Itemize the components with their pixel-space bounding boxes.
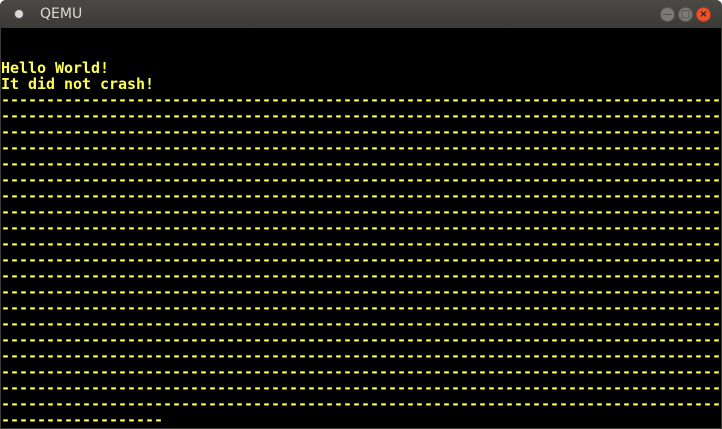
screen-line: Hello World! bbox=[1, 59, 110, 77]
screen-line: ----------------------------------------… bbox=[1, 331, 722, 349]
screen-line bbox=[1, 28, 721, 44]
vga-text-screen[interactable]: Hello World! It did not crash! -----------… bbox=[1, 28, 721, 428]
screen-line: ----------------------------------------… bbox=[1, 315, 722, 333]
close-icon: × bbox=[699, 8, 708, 20]
screen-line: ------------------ bbox=[1, 411, 164, 429]
screen-line: ----------------------------------------… bbox=[1, 203, 722, 221]
screen-line: It did not crash! bbox=[1, 75, 155, 93]
screen-line bbox=[1, 44, 721, 60]
app-menu-icon[interactable] bbox=[15, 10, 23, 18]
screen-line: ----------------------------------------… bbox=[1, 235, 722, 253]
screen-line: ----------------------------------------… bbox=[1, 91, 722, 109]
title-bar[interactable]: QEMU — □ × bbox=[0, 0, 722, 28]
screen-line: ----------------------------------------… bbox=[1, 251, 722, 269]
minimize-icon: — bbox=[662, 8, 673, 20]
window-title: QEMU bbox=[40, 6, 83, 22]
maximize-icon: □ bbox=[680, 8, 691, 20]
maximize-button[interactable]: □ bbox=[678, 7, 693, 22]
screen-line: ----------------------------------------… bbox=[1, 123, 722, 141]
screen-line: ----------------------------------------… bbox=[1, 395, 722, 413]
screen-line: ----------------------------------------… bbox=[1, 267, 722, 285]
screen-line: ----------------------------------------… bbox=[1, 299, 722, 317]
screen-line: ----------------------------------------… bbox=[1, 171, 722, 189]
screen-line: ----------------------------------------… bbox=[1, 363, 722, 381]
screen-line: ----------------------------------------… bbox=[1, 283, 722, 301]
screen-line: ----------------------------------------… bbox=[1, 219, 722, 237]
close-button[interactable]: × bbox=[696, 7, 711, 22]
screen-line: ----------------------------------------… bbox=[1, 379, 722, 397]
screen-line: ----------------------------------------… bbox=[1, 187, 722, 205]
screen-line: ----------------------------------------… bbox=[1, 139, 722, 157]
screen-line: ----------------------------------------… bbox=[1, 155, 722, 173]
minimize-button[interactable]: — bbox=[660, 7, 675, 22]
screen-line: ----------------------------------------… bbox=[1, 347, 722, 365]
screen-line: ----------------------------------------… bbox=[1, 107, 722, 125]
